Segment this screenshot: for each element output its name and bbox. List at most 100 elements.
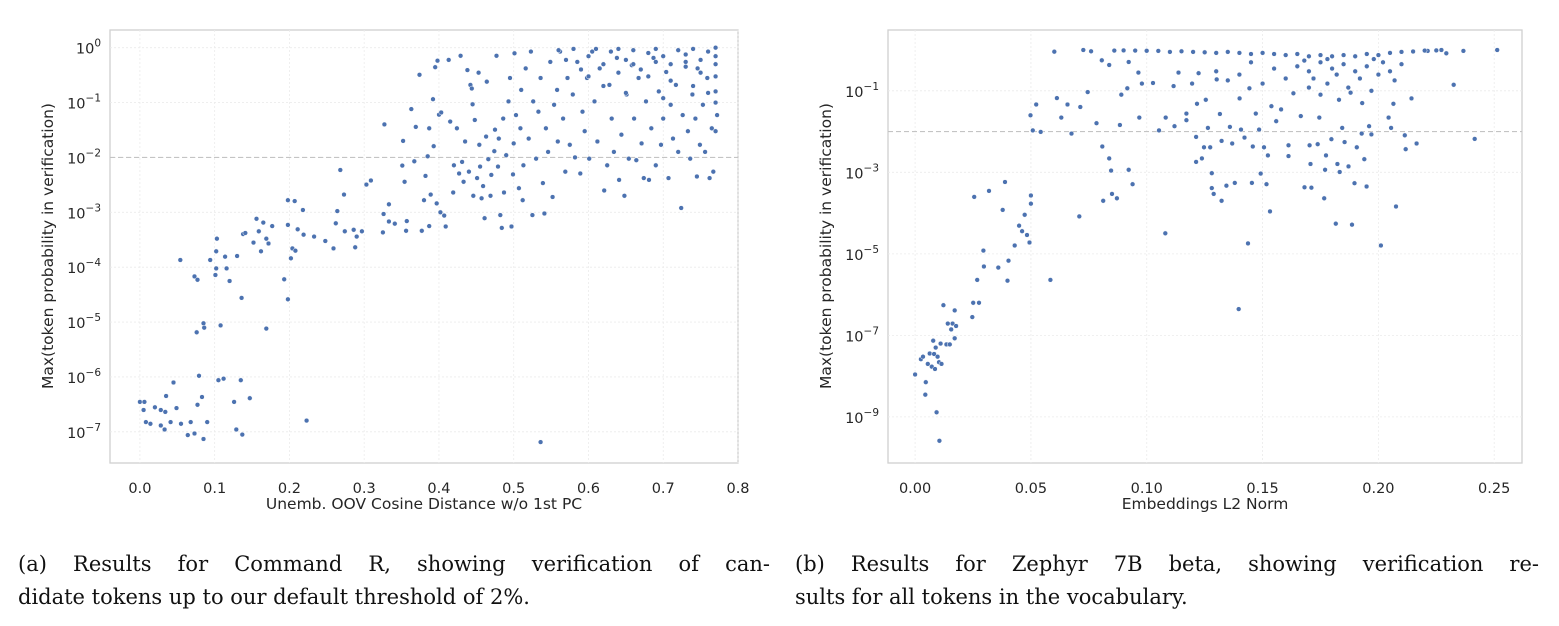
data-point: [1047, 277, 1054, 283]
data-point: [496, 135, 502, 142]
y-tick-label: 10−3: [845, 162, 879, 182]
data-point: [582, 128, 588, 134]
data-point: [1339, 125, 1345, 131]
data-point: [217, 322, 224, 329]
data-point: [508, 223, 515, 230]
data-point: [1202, 49, 1208, 55]
data-point: [1451, 82, 1457, 88]
data-point: [529, 212, 536, 218]
data-point: [702, 149, 708, 155]
data-point: [660, 115, 666, 122]
data-point: [476, 142, 482, 148]
data-point: [419, 228, 425, 234]
data-point: [401, 179, 408, 185]
data-point: [1402, 132, 1408, 138]
data-point: [1259, 80, 1266, 87]
data-point: [1378, 242, 1384, 249]
data-point: [1308, 185, 1315, 191]
data-point: [1194, 101, 1200, 107]
data-point: [948, 326, 954, 333]
data-point: [933, 344, 939, 351]
data-point: [1076, 213, 1082, 220]
data-point: [167, 419, 174, 425]
data-point: [1162, 230, 1168, 236]
data-point: [1306, 68, 1312, 74]
data-point: [204, 419, 210, 425]
data-point: [1080, 47, 1086, 53]
data-point: [606, 82, 613, 88]
data-point: [974, 277, 980, 283]
data-point: [484, 79, 490, 85]
data-point: [704, 75, 710, 81]
data-point: [981, 263, 987, 270]
data-point: [585, 73, 592, 80]
data-point: [499, 225, 505, 231]
data-point: [712, 53, 719, 59]
data-point: [630, 47, 636, 53]
data-point: [147, 421, 154, 427]
data-point: [1387, 50, 1393, 56]
data-point: [1357, 75, 1363, 82]
data-point: [1135, 69, 1142, 76]
data-point: [601, 187, 607, 194]
y-tick-label: 10−6: [67, 367, 101, 387]
data-point: [912, 371, 918, 378]
plot-area: 0.00 0.05 0.10 0.15 0.20 0.25 10−1 10−3 10−5 10−7…: [845, 29, 1523, 497]
data-point: [692, 115, 699, 122]
data-point: [392, 221, 398, 227]
data-point: [1205, 125, 1211, 131]
data-point: [1038, 129, 1044, 135]
data-point: [1199, 155, 1205, 162]
data-point: [1422, 47, 1428, 54]
data-point: [594, 138, 601, 145]
data-point: [226, 278, 233, 284]
data-point: [545, 149, 551, 155]
y-axis-label: Max(token probability in verification): [39, 103, 57, 389]
data-point: [925, 361, 931, 367]
data-point: [932, 366, 938, 372]
data-point: [1117, 122, 1123, 128]
data-point: [1236, 71, 1243, 78]
data-point: [1093, 120, 1100, 126]
data-point: [1410, 48, 1416, 55]
data-point: [1203, 97, 1209, 103]
data-point: [1136, 114, 1142, 121]
data-point: [567, 142, 573, 148]
data-point: [1315, 141, 1321, 147]
data-point: [1301, 57, 1307, 64]
data-point: [933, 409, 940, 415]
data-point: [1150, 80, 1156, 86]
data-point: [403, 228, 409, 234]
data-point: [1236, 50, 1243, 56]
data-point: [381, 121, 388, 128]
data-point: [1108, 167, 1114, 174]
data-point: [969, 314, 975, 320]
data-point: [563, 57, 569, 63]
x-tick-label: 0.1: [203, 481, 226, 497]
data-point: [574, 59, 580, 65]
data-point: [354, 233, 360, 240]
data-point: [1375, 71, 1382, 78]
data-point: [1364, 63, 1370, 69]
data-point: [359, 228, 365, 234]
data-point: [1285, 153, 1292, 159]
data-point: [380, 229, 386, 236]
caption-b-line1: (b) Results for Zephyr 7B beta, showing …: [795, 552, 1539, 576]
data-point: [311, 233, 317, 240]
data-point: [201, 325, 207, 331]
data-point: [194, 329, 200, 335]
data-point: [285, 222, 291, 228]
data-point: [475, 70, 482, 76]
data-point: [980, 247, 987, 254]
data-point: [687, 156, 693, 162]
scatter-chart-zephyr: 0.00 0.05 0.10 0.15 0.20 0.25 10−1 10−3 10−5 10−7…: [817, 29, 1523, 513]
data-point: [947, 341, 953, 348]
data-point: [593, 46, 599, 52]
data-point: [1005, 258, 1012, 264]
data-point: [1387, 68, 1393, 74]
data-point: [609, 115, 615, 122]
data-point: [1000, 207, 1006, 213]
data-point: [1391, 77, 1398, 84]
data-point: [137, 399, 143, 405]
data-point: [673, 82, 679, 88]
